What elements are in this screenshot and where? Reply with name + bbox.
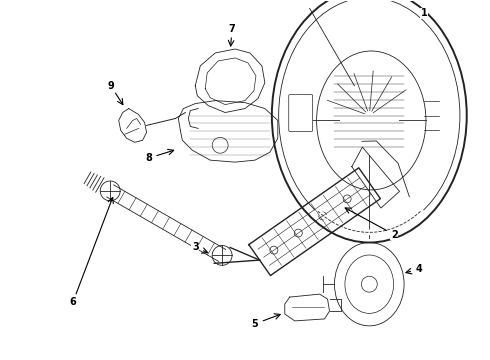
Text: 6: 6 [70,297,76,307]
Text: 3: 3 [192,243,198,252]
Text: 5: 5 [251,319,258,329]
Text: 8: 8 [145,153,152,163]
Text: 4: 4 [416,264,422,274]
Text: 7: 7 [229,24,236,34]
Text: 9: 9 [107,81,114,91]
Text: 1: 1 [420,8,427,18]
Text: 2: 2 [391,230,397,239]
